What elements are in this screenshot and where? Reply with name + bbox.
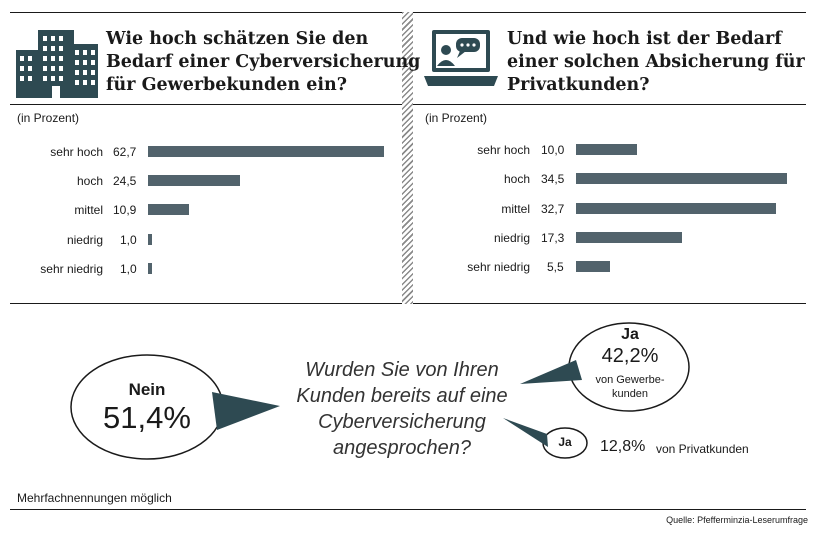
right-bar [576,144,638,155]
right-category-label: mittel [501,202,530,216]
top-rule-right [413,12,806,13]
question-line: Kunden bereits auf eine [296,385,508,407]
right-value-label: 32,7 [541,202,565,216]
right-panel-title: Und wie hoch ist der Bedarf einer solche… [507,28,805,97]
left-category-label: sehr hoch [50,145,103,159]
left-bar [148,204,190,215]
left-title-line: Bedarf einer Cyberversicherung [106,52,421,72]
left-category-label: hoch [76,174,103,188]
bottom-rule-left [10,303,402,304]
ja-gewerbe-bubble-tail [520,360,582,384]
ja-gewerbe-label: Ja [621,326,639,343]
left-title-line: Wie hoch schätzen Sie den [106,29,369,49]
left-bar [148,175,241,186]
ja-privat-bubble-tail [503,418,548,447]
right-bar [576,261,610,272]
right-value-label: 5,5 [547,260,564,274]
right-bar [576,203,776,214]
ja-gewerbe-sub: von Gewerbe- kunden [580,373,680,401]
right-category-label: hoch [503,172,530,186]
left-value-label: 10,9 [113,203,137,217]
ja-gewerbe-sub-line: von Gewerbe- [595,374,665,386]
right-value-label: 17,3 [541,231,565,245]
right-unit-label: (in Prozent) [425,111,488,125]
right-title-line: einer solchen Absicherung für [507,52,805,72]
right-value-label: 10,0 [541,143,565,157]
survey-question: Wurden Sie von Ihren Kunden bereits auf … [282,357,522,461]
right-title-line: Privatkunden? [507,75,650,95]
laptop-chat-icon [424,30,498,86]
left-category-label: mittel [74,203,103,217]
right-bar [576,173,787,184]
left-unit-label: (in Prozent) [17,111,80,125]
ja-privat-sub: von Privatkunden [656,442,749,456]
nein-label: Nein [128,380,166,399]
ja-privat-value: 12,8% [600,438,646,455]
question-line: Cyberversicherung [318,411,486,433]
left-value-label: 24,5 [113,174,137,188]
right-title-line: Und wie hoch ist der Bedarf [507,29,782,49]
left-category-label: niedrig [66,233,103,247]
left-bar [148,146,384,157]
footer-rule [10,509,806,510]
header-rule-right [413,104,806,105]
source-label: Quelle: Pfefferminzia-Leserumfrage [666,515,808,525]
right-category-label: niedrig [493,231,530,245]
ja-privat-label: Ja [558,435,572,449]
right-bar [576,232,682,243]
panel-divider [402,12,413,304]
right-category-label: sehr niedrig [467,260,530,274]
nein-bubble-tail [212,392,280,430]
right-value-label: 34,5 [541,172,565,186]
left-panel-title: Wie hoch schätzen Sie den Bedarf einer C… [106,28,420,97]
ja-gewerbe-sub-line: kunden [611,388,649,400]
left-category-label: sehr niedrig [40,262,103,276]
left-title-line: für Gewerbekunden ein? [106,75,347,95]
bottom-rule-right [413,303,806,304]
office-building-icon [16,30,98,98]
footnote: Mehrfachnennungen möglich [17,491,172,505]
left-bar [148,234,152,245]
header-rule-left [10,104,402,105]
question-line: Wurden Sie von Ihren [305,359,499,381]
left-bar [148,263,152,274]
right-category-label: sehr hoch [477,143,530,157]
nein-value: 51,4% [103,400,191,435]
ja-gewerbe-value: 42,2% [601,345,659,367]
left-value-label: 62,7 [113,145,137,159]
left-value-label: 1,0 [120,262,137,276]
question-line: angesprochen? [333,437,471,459]
top-rule-left [10,12,402,13]
left-value-label: 1,0 [120,233,137,247]
